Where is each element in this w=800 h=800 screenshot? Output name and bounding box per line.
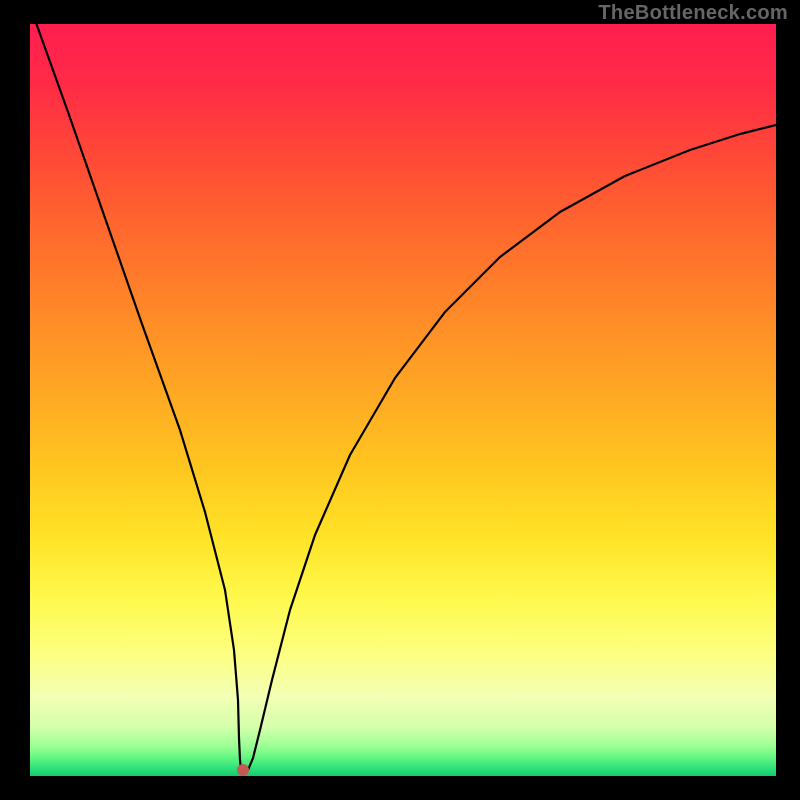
chart-container: TheBottleneck.com: [0, 0, 800, 800]
optimal-point-marker: [237, 764, 249, 776]
watermark-text: TheBottleneck.com: [598, 2, 788, 25]
plot-area: [30, 24, 776, 776]
